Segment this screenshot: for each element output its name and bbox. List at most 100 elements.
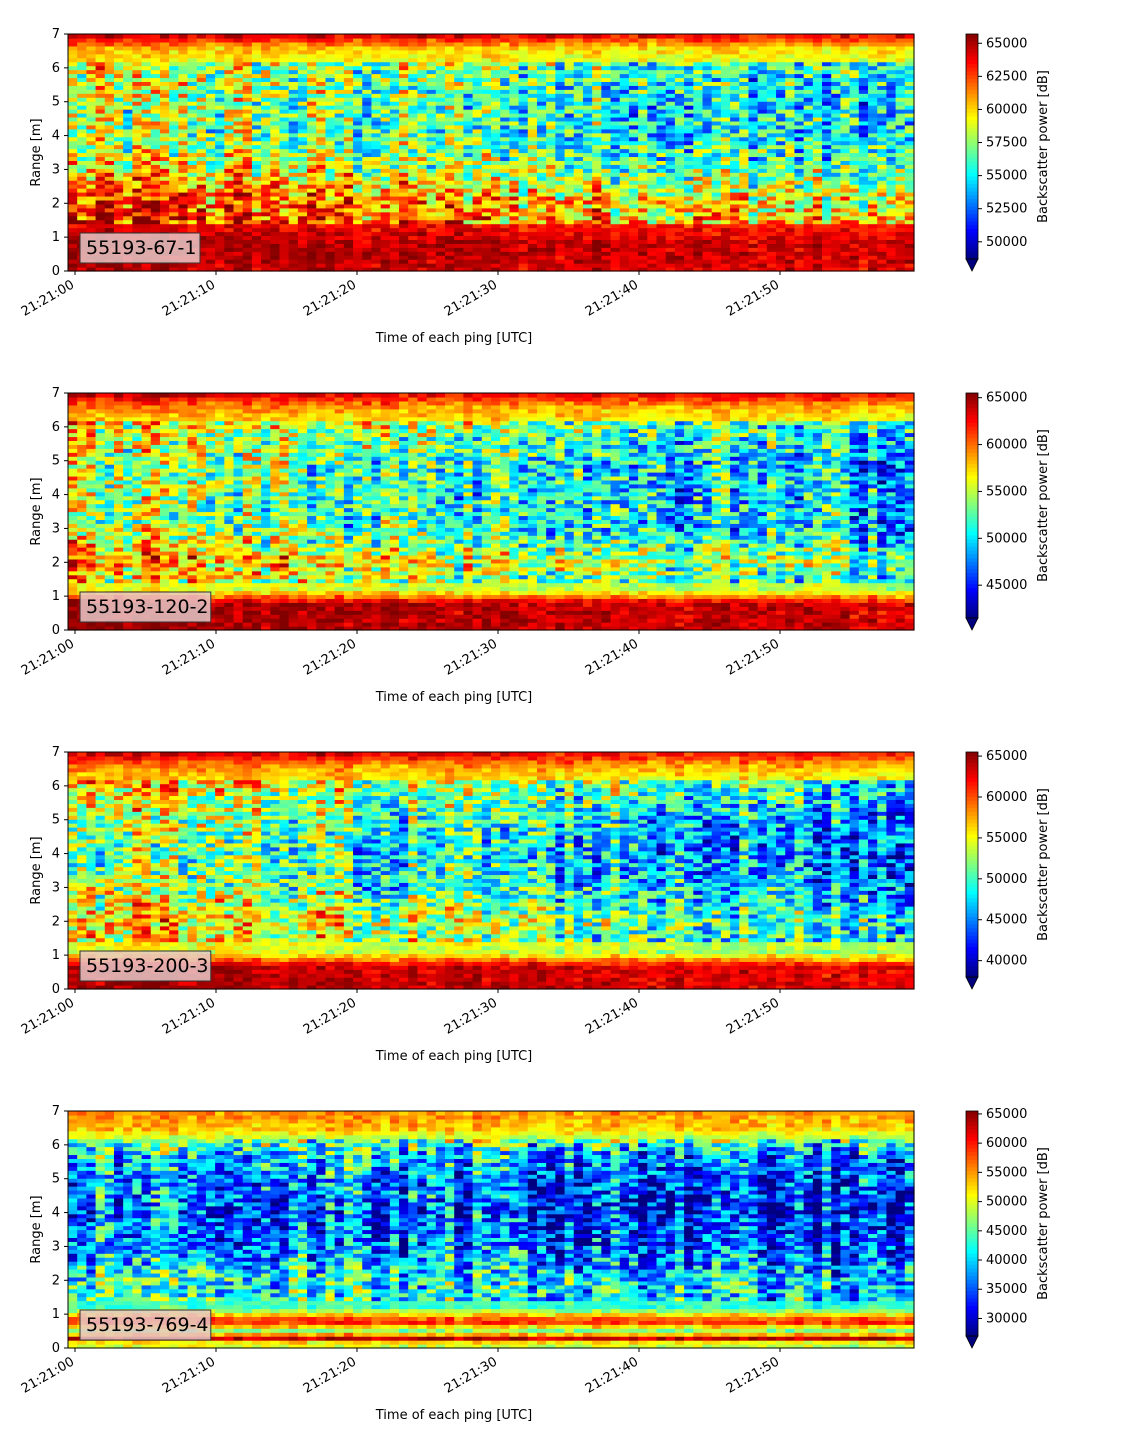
heat-cell bbox=[730, 41, 740, 47]
heat-cell bbox=[371, 53, 382, 59]
heat-cell bbox=[684, 41, 694, 47]
heat-cell bbox=[546, 180, 556, 185]
heat-cell bbox=[803, 215, 814, 221]
heat-cell bbox=[279, 41, 290, 47]
heat-cell bbox=[803, 247, 814, 252]
heat-cell bbox=[601, 215, 612, 221]
heat-cell bbox=[656, 195, 667, 201]
heat-cell bbox=[711, 239, 722, 244]
heat-cell bbox=[822, 164, 832, 169]
heat-cell bbox=[408, 89, 419, 94]
heat-cell bbox=[601, 164, 612, 169]
heat-cell bbox=[123, 69, 133, 75]
heat-cell bbox=[812, 211, 823, 217]
heat-cell bbox=[812, 243, 823, 248]
heat-cell bbox=[785, 184, 796, 189]
heat-cell bbox=[527, 239, 538, 244]
heat-cell bbox=[481, 251, 492, 256]
heat-cell bbox=[169, 168, 179, 173]
heat-cell bbox=[380, 73, 391, 79]
heat-cell bbox=[592, 235, 602, 240]
heat-cell bbox=[445, 184, 455, 189]
heat-cell bbox=[325, 93, 336, 98]
heat-cell bbox=[233, 148, 244, 154]
heat-cell bbox=[509, 136, 520, 142]
heat-cell bbox=[776, 69, 786, 75]
heat-cell bbox=[178, 116, 189, 122]
heat-cell bbox=[730, 172, 740, 177]
heat-cell bbox=[822, 105, 832, 110]
heat-cell bbox=[463, 243, 474, 248]
heat-cell bbox=[141, 132, 152, 138]
heat-cell bbox=[132, 156, 143, 161]
heat-cell bbox=[803, 168, 814, 173]
heat-cell bbox=[730, 116, 740, 122]
heat-cell bbox=[592, 259, 602, 264]
heat-cell bbox=[536, 136, 547, 142]
heat-cell bbox=[316, 73, 327, 79]
heat-cell bbox=[730, 180, 740, 185]
heat-cell bbox=[472, 148, 483, 154]
heat-cell bbox=[628, 109, 639, 114]
heat-cell bbox=[481, 120, 492, 126]
heat-cell bbox=[159, 53, 170, 59]
heat-cell bbox=[536, 101, 547, 106]
heat-cell bbox=[564, 132, 575, 138]
heat-cell bbox=[408, 65, 419, 71]
heat-cell bbox=[334, 227, 345, 233]
heat-cell bbox=[242, 128, 253, 134]
heat-cell bbox=[215, 136, 225, 142]
heat-cell bbox=[169, 164, 179, 169]
heat-cell bbox=[647, 195, 658, 201]
heat-cell bbox=[205, 247, 216, 252]
heat-cell bbox=[656, 85, 667, 90]
heat-cell bbox=[812, 65, 823, 71]
heat-cell bbox=[573, 93, 584, 98]
heat-cell bbox=[610, 160, 621, 165]
heat-cell bbox=[426, 124, 437, 130]
heat-cell bbox=[233, 180, 244, 185]
heat-cell bbox=[592, 164, 602, 169]
heat-cell bbox=[619, 89, 630, 94]
heat-cell bbox=[307, 180, 317, 185]
heat-cell bbox=[233, 97, 244, 102]
heat-cell bbox=[739, 195, 750, 201]
heat-cell bbox=[684, 231, 694, 237]
heat-cell bbox=[353, 156, 363, 161]
heat-cell bbox=[684, 211, 694, 217]
heat-cell bbox=[527, 247, 538, 252]
heat-cell bbox=[757, 203, 768, 209]
heat-cell bbox=[638, 255, 648, 260]
heat-cell bbox=[353, 34, 363, 39]
heat-cell bbox=[674, 259, 685, 264]
heat-cell bbox=[582, 41, 593, 47]
heat-cell bbox=[592, 168, 602, 173]
heat-cell bbox=[279, 211, 290, 217]
heat-cell bbox=[509, 109, 520, 114]
heat-cell bbox=[159, 195, 170, 201]
heat-cell bbox=[546, 105, 556, 110]
heat-cell bbox=[491, 156, 501, 161]
heat-cell bbox=[628, 168, 639, 173]
heat-cell bbox=[334, 211, 345, 217]
heat-cell bbox=[205, 176, 216, 181]
heat-cell bbox=[113, 57, 124, 63]
heat-cell bbox=[316, 243, 327, 248]
heat-cell bbox=[656, 207, 667, 213]
heat-cell bbox=[353, 109, 363, 114]
heat-cell bbox=[261, 251, 271, 256]
heat-cell bbox=[261, 65, 271, 71]
heat-cell bbox=[251, 77, 262, 82]
heat-cell bbox=[150, 180, 161, 185]
heat-cell bbox=[316, 101, 327, 106]
heat-cell bbox=[500, 101, 510, 106]
heat-cell bbox=[794, 243, 805, 248]
heat-cell bbox=[389, 97, 400, 102]
heat-cell bbox=[77, 101, 87, 106]
heat-cell bbox=[288, 184, 299, 189]
heat-cell bbox=[141, 156, 152, 161]
heat-cell bbox=[739, 251, 750, 256]
heat-cell bbox=[68, 113, 78, 118]
heat-cell bbox=[159, 199, 170, 205]
heat-cell bbox=[279, 251, 290, 256]
